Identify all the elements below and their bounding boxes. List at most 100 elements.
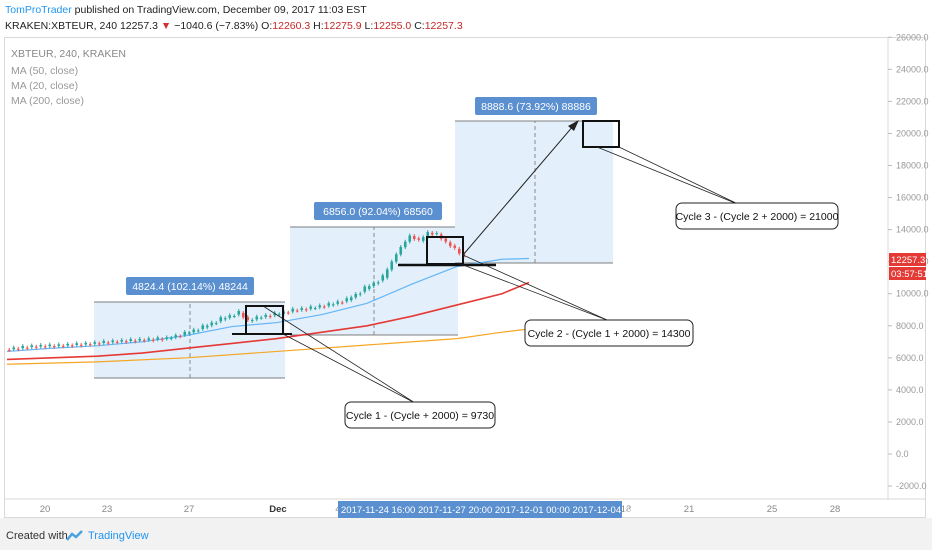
candle-body[interactable] (417, 238, 421, 240)
measure-2-label-bg[interactable] (314, 202, 442, 220)
callout-cycle-3[interactable] (675, 202, 839, 230)
candle-body[interactable] (147, 338, 151, 340)
candle-body[interactable] (210, 322, 214, 326)
candle-body[interactable] (156, 337, 160, 340)
candle-body[interactable] (390, 261, 394, 270)
candle-body[interactable] (277, 314, 281, 316)
candle-body[interactable] (93, 342, 97, 344)
measure-3-label-bg[interactable] (475, 97, 597, 115)
candle-body[interactable] (322, 306, 326, 308)
candle-body[interactable] (250, 320, 254, 322)
candle-body[interactable] (12, 347, 16, 350)
candle-body[interactable] (304, 309, 308, 311)
candle-body[interactable] (25, 347, 29, 349)
candle-body[interactable] (124, 341, 128, 343)
candle-body[interactable] (52, 346, 56, 348)
candle-body[interactable] (435, 233, 439, 235)
candle-body[interactable] (376, 282, 380, 284)
candle-body[interactable] (133, 340, 137, 342)
candle-body[interactable] (426, 232, 430, 237)
candle-body[interactable] (394, 254, 398, 262)
candle-body[interactable] (399, 246, 403, 255)
candle-body[interactable] (246, 316, 250, 321)
candle-body[interactable] (88, 344, 92, 346)
candle-body[interactable] (169, 337, 173, 339)
candle-body[interactable] (349, 297, 353, 301)
candle-body[interactable] (354, 293, 358, 298)
candle-body[interactable] (129, 339, 133, 342)
candle-body[interactable] (286, 312, 290, 314)
candle-body[interactable] (372, 282, 376, 287)
candle-body[interactable] (75, 343, 79, 346)
candle-body[interactable] (106, 342, 110, 344)
candle-body[interactable] (102, 340, 106, 344)
candle-body[interactable] (48, 344, 52, 347)
legend-ma50[interactable]: MA (50, close) (11, 65, 78, 77)
author-link[interactable]: TomProTrader (5, 4, 72, 16)
candle-body[interactable] (34, 346, 38, 348)
candle-body[interactable] (363, 286, 367, 292)
candle-body[interactable] (367, 286, 371, 289)
candle-body[interactable] (160, 339, 164, 341)
candle-body[interactable] (201, 325, 205, 329)
candle-body[interactable] (345, 298, 349, 302)
candle-body[interactable] (403, 241, 407, 248)
candle-body[interactable] (408, 235, 412, 242)
measure-1-label-bg[interactable] (126, 277, 254, 295)
candle-body[interactable] (264, 314, 268, 317)
callout-cycle-2[interactable] (524, 319, 694, 347)
candle-body[interactable] (138, 338, 142, 341)
candle-body[interactable] (30, 345, 34, 348)
candle-body[interactable] (340, 302, 344, 304)
candle-body[interactable] (259, 317, 263, 319)
candle-body[interactable] (223, 318, 227, 320)
candle-body[interactable] (358, 293, 362, 295)
callout-cycle-1[interactable] (344, 401, 496, 429)
candle-body[interactable] (412, 236, 416, 240)
candle-body[interactable] (318, 305, 322, 308)
candle-body[interactable] (39, 344, 43, 347)
candle-body[interactable] (385, 269, 389, 278)
candle-body[interactable] (16, 348, 20, 350)
candle-body[interactable] (268, 316, 272, 318)
candle-body[interactable] (84, 342, 88, 345)
candle-body[interactable] (79, 344, 83, 346)
candle-body[interactable] (444, 238, 448, 242)
legend-ma20[interactable]: MA (20, close) (11, 80, 78, 92)
candle-body[interactable] (151, 339, 155, 341)
candle-body[interactable] (111, 340, 115, 343)
candle-body[interactable] (228, 315, 232, 318)
candle-body[interactable] (232, 316, 236, 318)
candle-body[interactable] (70, 345, 74, 347)
candle-body[interactable] (421, 237, 425, 241)
candle-body[interactable] (183, 331, 187, 335)
candle-body[interactable] (7, 349, 11, 351)
candle-body[interactable] (381, 275, 385, 281)
candle-body[interactable] (57, 344, 61, 346)
candle-body[interactable] (97, 343, 101, 345)
candle-body[interactable] (453, 245, 457, 248)
candle-body[interactable] (336, 301, 340, 304)
candle-body[interactable] (187, 332, 191, 334)
candle-body[interactable] (448, 242, 452, 247)
candle-body[interactable] (61, 345, 65, 347)
candle-body[interactable] (327, 303, 331, 306)
candle-body[interactable] (142, 340, 146, 342)
cycle-3-box[interactable] (582, 120, 620, 148)
candle-body[interactable] (241, 312, 245, 318)
candle-body[interactable] (178, 336, 182, 338)
candle-body[interactable] (196, 330, 200, 332)
legend-ma200[interactable]: MA (200, close) (11, 95, 84, 107)
ma200-line[interactable] (6, 328, 530, 365)
ma20-line[interactable] (6, 257, 530, 353)
candle-body[interactable] (313, 308, 317, 310)
ma50-line[interactable] (6, 281, 530, 361)
tradingview-link[interactable]: TradingView (88, 530, 149, 542)
candle-body[interactable] (300, 308, 304, 310)
candle-body[interactable] (309, 306, 313, 309)
candle-body[interactable] (430, 232, 434, 235)
projection-arrow[interactable] (462, 124, 575, 256)
candle-body[interactable] (237, 311, 241, 315)
candle-body[interactable] (21, 345, 25, 349)
